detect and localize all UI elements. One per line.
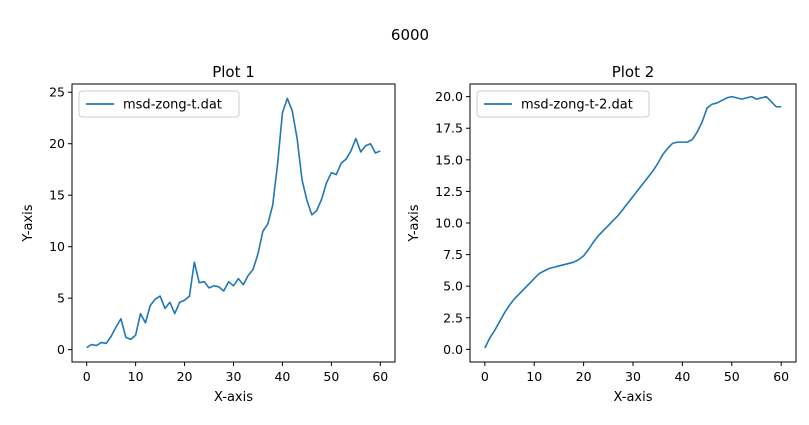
plot-1-legend: msd-zong-t.dat [78, 90, 240, 118]
plot-2-x-tick-label: 50 [724, 369, 740, 384]
plot-1-y-tick-label: 5 [57, 291, 65, 306]
plot-2-x-axis-label: X-axis [614, 390, 653, 405]
plot-1-x-tick-label: 50 [323, 369, 339, 384]
plot-2-x-tick-label: 30 [625, 369, 641, 384]
plot-1-legend-label: msd-zong-t.dat [123, 98, 222, 113]
plot-1-title: Plot 1 [212, 63, 255, 81]
plot-2-y-tick-label: 2.5 [443, 310, 463, 325]
plot-2-y-tick-label: 5.0 [443, 279, 463, 294]
plot-1-x-axis-label: X-axis [214, 390, 253, 405]
plot-2: Plot 2 0 10 20 30 40 50 60 0.0 2.5 5.0 7.5 10.0 12.5… [407, 63, 797, 405]
plot-2-y-tick-label: 17.5 [435, 121, 463, 136]
plot-1-x-tick-label: 40 [274, 369, 290, 384]
plot-1-x-tick-label: 30 [226, 369, 242, 384]
plot-1: Plot 1 0 10 20 30 40 50 60 0 5 10 15 20 25 X-axis Y-ax… [21, 63, 396, 405]
figure-suptitle: 6000 [391, 26, 429, 44]
plot-1-y-tick-label: 25 [49, 85, 65, 100]
plot-1-x-tick-label: 20 [177, 369, 193, 384]
plot-2-legend-label: msd-zong-t-2.dat [521, 98, 633, 113]
plot-1-x-tick-label: 10 [128, 369, 144, 384]
plot-2-y-axis-label: Y-axis [407, 204, 422, 242]
plot-1-y-axis-label: Y-axis [21, 204, 36, 242]
plot-1-series-line [86, 97, 381, 349]
plot-2-x-tick-label: 60 [773, 369, 789, 384]
plot-2-y-tick-label: 20.0 [435, 89, 463, 104]
plot-2-x-tick-label: 10 [526, 369, 542, 384]
plot-1-y-tick-label: 10 [49, 239, 65, 254]
plot-2-y-tick-label: 7.5 [443, 247, 463, 262]
plot-2-x-tick-label: 20 [576, 369, 592, 384]
plot-2-y-tick-label: 10.0 [435, 216, 463, 231]
plot-2-series-line [484, 95, 782, 349]
plot-2-y-tick-label: 12.5 [435, 184, 463, 199]
plot-1-y-tick-label: 0 [57, 342, 65, 357]
plot-1-x-tick-label: 0 [83, 369, 91, 384]
plot-2-x-tick-label: 0 [481, 369, 489, 384]
plot-2-y-tick-label: 15.0 [435, 152, 463, 167]
plot-1-y-tick-label: 15 [49, 188, 65, 203]
plot-1-y-tick-label: 20 [49, 136, 65, 151]
plot-2-legend-box [476, 90, 650, 118]
plot-2-title: Plot 2 [612, 63, 655, 81]
plot-2-legend: msd-zong-t-2.dat [476, 90, 650, 118]
plot-2-x-tick-label: 40 [674, 369, 690, 384]
plot-2-y-tick-label: 0.0 [443, 342, 463, 357]
plot-1-legend-box [78, 90, 240, 118]
plot-1-x-tick-label: 60 [372, 369, 388, 384]
